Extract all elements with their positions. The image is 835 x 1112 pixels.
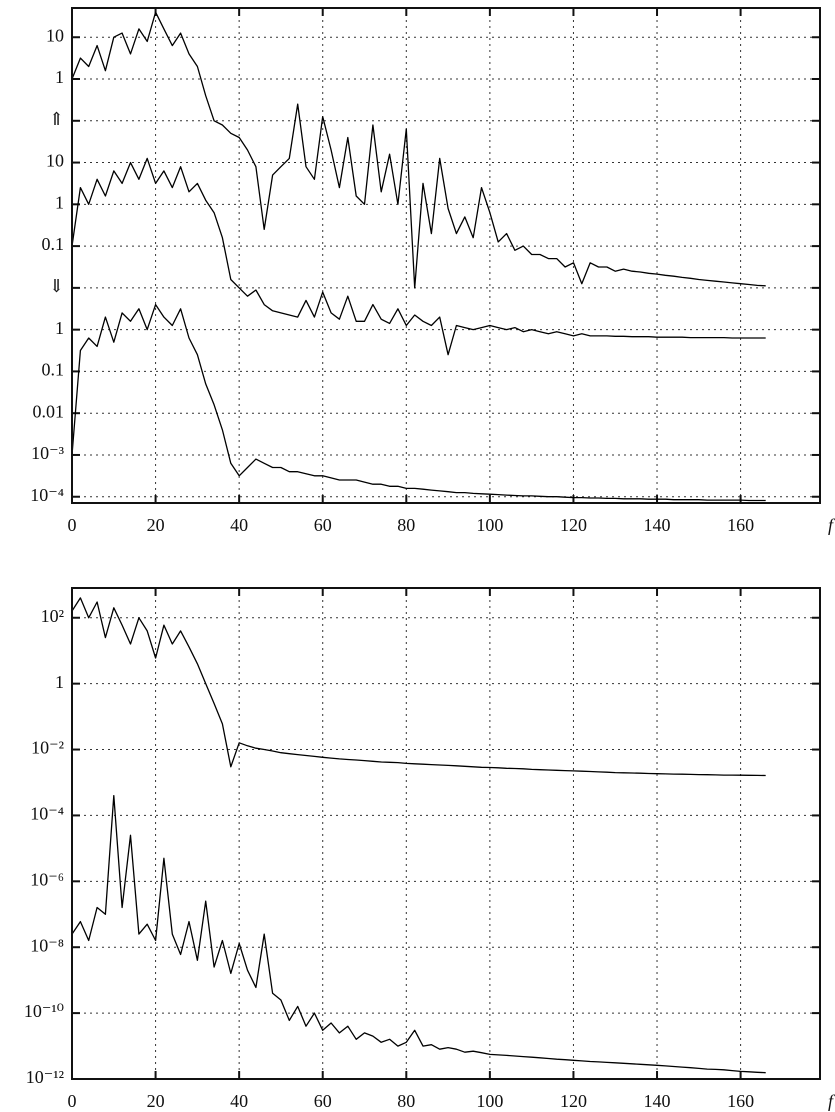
y-tick-label: 10 <box>46 25 64 45</box>
x-tick-label: 20 <box>147 515 165 535</box>
y-tick-label: 10⁻¹⁰ <box>24 1001 64 1021</box>
x-tick-label: 160 <box>727 515 754 535</box>
y-tick-label: 10⁻⁸ <box>30 935 64 955</box>
series-line <box>71 597 766 777</box>
y-tick-label: 10⁻² <box>31 738 64 758</box>
x-tick-label: 60 <box>314 515 332 535</box>
series-line <box>71 11 766 289</box>
y-tick-label: 10⁻⁶ <box>30 869 64 889</box>
x-tick-label: 0 <box>68 515 77 535</box>
x-tick-label: 20 <box>147 1091 165 1111</box>
plot-frame <box>71 587 821 1080</box>
y-tick-label: 1 <box>55 672 64 692</box>
x-tick-label: 160 <box>727 1091 754 1111</box>
x-tick-label: 80 <box>397 515 415 535</box>
x-tick-label: 80 <box>397 1091 415 1111</box>
x-axis-label: f <box>828 515 835 535</box>
series-line <box>71 303 766 502</box>
x-tick-label: 120 <box>560 515 587 535</box>
y-tick-label: 0.1 <box>42 360 65 380</box>
y-tick-label: 10⁻³ <box>31 443 65 463</box>
y-tick-label: 0.01 <box>33 401 65 421</box>
x-tick-label: 0 <box>68 1091 77 1111</box>
series-line <box>71 794 766 1074</box>
series-line <box>71 157 766 356</box>
y-tick-label: 10⁻⁴ <box>30 804 64 824</box>
panel: 0 20 40 60 80 100 120 140 160 10⁻⁴ 10⁻³ 0.01 0.1 1 ⇓ 0.… <box>30 7 835 535</box>
plot-frame <box>71 7 821 504</box>
panel: 0 20 40 60 80 100 120 140 160 10² 1 10⁻² 10⁻⁴ 10⁻⁶ 10⁻… <box>24 587 835 1111</box>
x-tick-label: 60 <box>314 1091 332 1111</box>
y-tick-label: 10⁻⁴ <box>30 485 64 505</box>
x-tick-label: 100 <box>476 515 503 535</box>
y-tick-label: 1 <box>55 318 64 338</box>
y-tick-label: ⇑ <box>49 109 64 129</box>
x-tick-label: 100 <box>476 1091 503 1111</box>
y-tick-label: 10² <box>41 606 64 626</box>
x-tick-label: 140 <box>644 1091 671 1111</box>
x-tick-label: 40 <box>230 515 248 535</box>
x-tick-label: 40 <box>230 1091 248 1111</box>
y-tick-label: 10 <box>46 151 64 171</box>
x-tick-label: 120 <box>560 1091 587 1111</box>
x-axis-label: f <box>828 1091 835 1111</box>
y-tick-label: 1 <box>55 192 64 212</box>
y-tick-label: 10⁻¹² <box>26 1067 64 1087</box>
y-tick-label: 0.1 <box>42 234 65 254</box>
x-tick-label: 140 <box>644 515 671 535</box>
y-tick-label: 1 <box>55 67 64 87</box>
y-tick-label: ⇓ <box>49 276 64 296</box>
